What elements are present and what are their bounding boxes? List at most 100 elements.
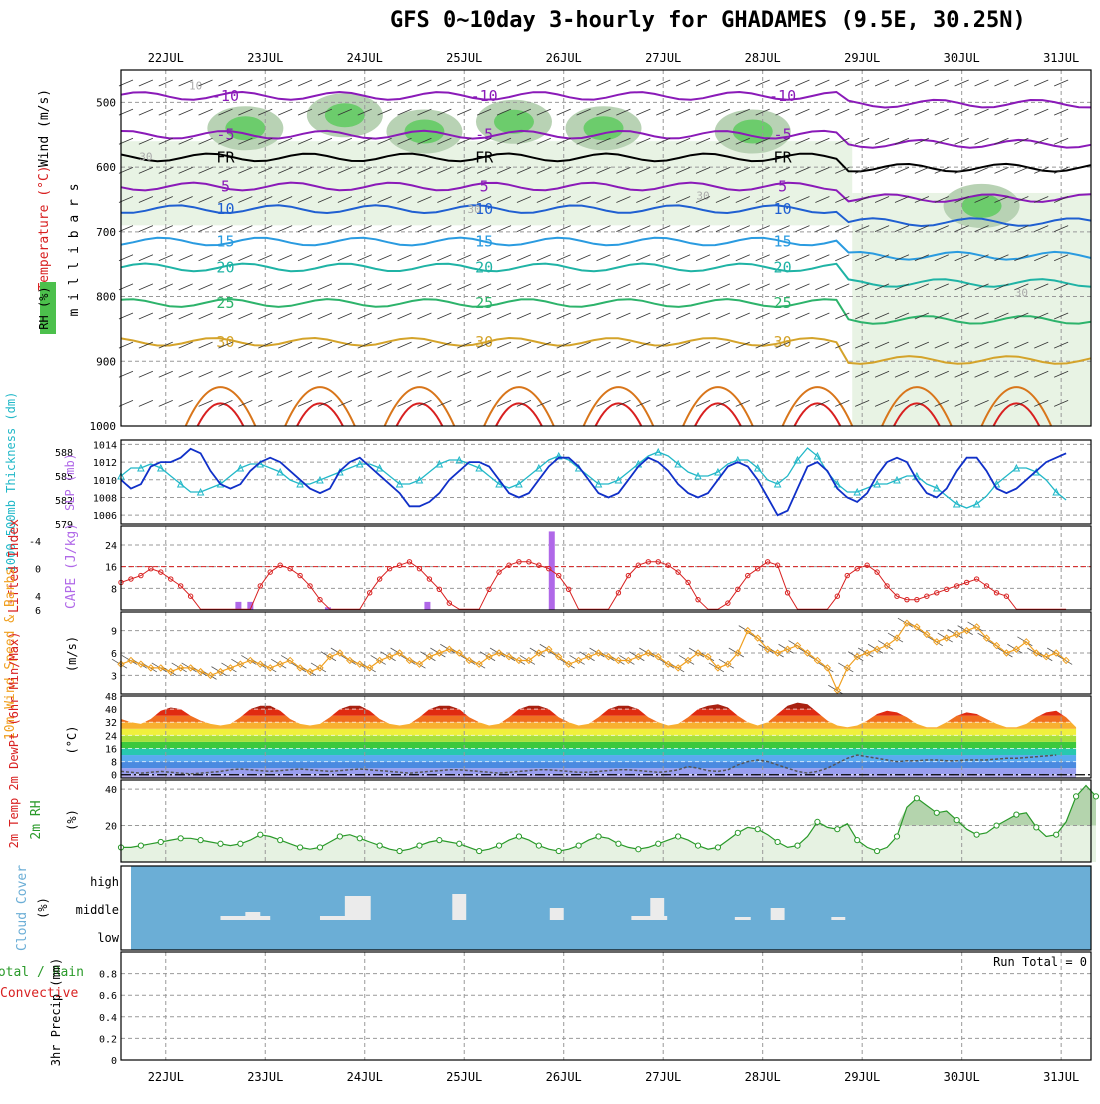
wind-barb <box>238 137 253 145</box>
wind-barb <box>496 341 512 349</box>
lifted-index-point <box>894 593 900 599</box>
wind-barb <box>258 254 273 262</box>
wind-barb <box>397 137 412 145</box>
wind-barb <box>317 225 333 232</box>
temp-tick-label: 32 <box>105 718 117 729</box>
wind-barb <box>576 166 591 174</box>
wind-barb <box>357 254 372 262</box>
wind-barb <box>138 283 154 291</box>
wind-barb <box>695 283 711 291</box>
wind-barb <box>1034 399 1049 407</box>
wind-barb <box>138 137 154 145</box>
wind-barb <box>417 283 432 291</box>
lifted-index-point <box>725 600 731 606</box>
wind-speed-point <box>624 656 633 665</box>
wind-barb <box>529 647 546 658</box>
wind-barb <box>476 283 492 291</box>
wind-barb <box>397 399 412 407</box>
wind-tick-label: 6 <box>111 649 117 660</box>
contour-label: 10 <box>475 200 493 218</box>
wind-barb <box>489 647 506 658</box>
wind-barb <box>1034 370 1049 378</box>
wind-barb <box>835 399 850 407</box>
date-label-top: 31JUL <box>1043 51 1079 65</box>
wind-barb <box>1034 196 1049 203</box>
wind-barb <box>735 254 750 262</box>
wind-barb <box>954 79 969 87</box>
wind-barb <box>934 79 949 87</box>
rh-point <box>277 837 284 844</box>
wind-barb <box>994 370 1009 378</box>
wind-barb <box>417 225 432 232</box>
wind-speed-point <box>266 664 274 672</box>
contour-label: 15 <box>216 233 234 251</box>
wind-barb <box>835 225 850 232</box>
wind-barb <box>1014 341 1029 349</box>
lifted-index-point <box>526 559 532 565</box>
wind-barb <box>954 225 969 232</box>
wind-speed-point <box>455 649 463 657</box>
lifted-index-point <box>307 583 313 589</box>
wind-barb <box>795 370 810 378</box>
wind-barb <box>855 370 870 378</box>
lifted-index-point <box>546 565 552 572</box>
wind-barb <box>576 399 591 407</box>
wind-barb <box>675 225 691 232</box>
wind-barb <box>238 370 253 378</box>
wind-speed-point <box>276 660 284 668</box>
wind-barb <box>675 341 691 349</box>
wind-barb <box>758 643 774 654</box>
wind-barb <box>218 166 233 174</box>
wind-barb <box>828 684 844 695</box>
wind-barb <box>397 370 412 378</box>
date-label-top: 27JUL <box>645 51 681 65</box>
wind-speed-point <box>157 664 165 672</box>
wind-barb <box>815 341 830 349</box>
wind-barb <box>221 662 237 673</box>
wind-barb <box>914 283 930 291</box>
wind-barb <box>994 196 1009 203</box>
wind-speed-point <box>316 664 324 672</box>
temperature-contour <box>120 152 1092 173</box>
wind-barb <box>835 341 850 349</box>
wind-barb <box>357 108 372 116</box>
wind-barb <box>855 108 870 116</box>
wind-speed-point <box>395 649 404 657</box>
wind-speed-point <box>893 634 901 642</box>
wind-barb <box>775 108 790 116</box>
wind-speed-point <box>246 656 255 665</box>
lifted-index-point <box>486 586 492 593</box>
diurnal-temperature-contour <box>296 402 344 427</box>
wind-barb <box>297 166 313 174</box>
wind-barb <box>596 79 611 87</box>
thickness-tick-label: 582 <box>55 496 73 507</box>
wind-barb <box>536 370 551 378</box>
wind-barb <box>158 166 173 174</box>
wind-barb <box>198 283 213 291</box>
wind-barb <box>377 283 392 291</box>
wind-barb <box>158 254 173 262</box>
temp-tick-label: 8 <box>111 758 117 769</box>
wind-barb <box>678 655 695 665</box>
lifted-index-point <box>993 590 1000 596</box>
thickness-point <box>435 459 444 468</box>
wind-speed-point <box>754 634 762 642</box>
rh-contour-label: 30 <box>696 189 709 202</box>
wind-barb <box>357 225 372 232</box>
wind-barb <box>317 166 333 174</box>
date-label-top: 23JUL <box>247 51 283 65</box>
temperature-contour <box>120 181 1092 203</box>
cloud-block <box>549 908 564 920</box>
wind-barb <box>138 254 154 262</box>
wind-barb <box>616 79 631 87</box>
rh-point <box>237 840 244 847</box>
temperature-contour <box>120 236 1092 261</box>
wind-barb <box>158 283 173 291</box>
wind-barb <box>815 283 830 291</box>
wind-barb <box>337 225 353 232</box>
rh-point <box>834 826 841 833</box>
rh-point <box>734 829 741 836</box>
pressure-tick-label: 1000 <box>90 420 117 433</box>
wind-barb <box>377 79 392 87</box>
wind-barb <box>954 370 969 378</box>
